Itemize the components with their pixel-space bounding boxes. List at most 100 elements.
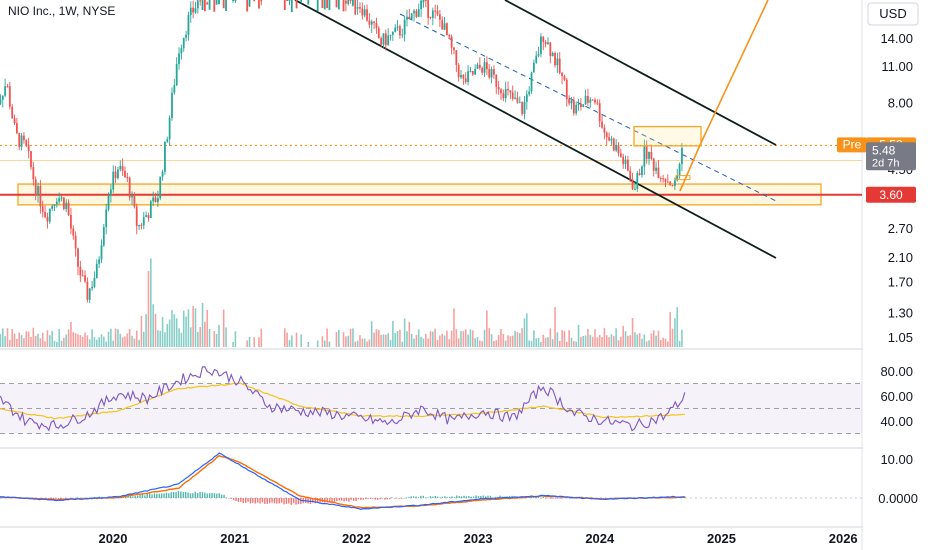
volume-bar — [669, 312, 671, 347]
macd-hist-bar — [420, 495, 422, 498]
macd-hist-bar — [453, 497, 456, 498]
volume-bar — [112, 340, 115, 347]
macd-hist-bar — [472, 496, 475, 498]
macd-hist-bar — [436, 496, 439, 498]
volume-bar — [182, 310, 185, 347]
volume-bar — [403, 318, 406, 347]
candle-body — [161, 171, 164, 177]
candle-body — [579, 103, 582, 108]
volume-bar — [488, 328, 491, 347]
candle-body — [65, 202, 68, 210]
candle-body — [234, 0, 237, 1]
symbol-title: NIO Inc., 1W, NYSE — [8, 4, 115, 18]
candle-body — [403, 19, 406, 35]
volume-bar — [213, 330, 216, 347]
candle-body — [109, 189, 112, 196]
macd-hist-bar — [237, 498, 240, 502]
volume-bar — [424, 333, 427, 347]
macd-hist-bar — [297, 498, 300, 505]
macd-hist-bar — [151, 494, 153, 498]
macd-hist-bar — [211, 492, 213, 498]
macd-hist-bar — [499, 495, 501, 498]
volume-bar — [37, 333, 39, 347]
candle-body — [295, 0, 298, 9]
candle-body — [133, 194, 136, 207]
macd-hist-bar — [259, 498, 261, 504]
candle-body — [664, 178, 667, 182]
volume-bar — [507, 335, 509, 347]
volume-bar — [377, 329, 380, 347]
volume-bar — [370, 321, 373, 347]
macd-hist-bar — [405, 497, 408, 499]
macd-hist-bar — [554, 498, 556, 499]
volume-bar — [617, 340, 620, 347]
volume-bar — [105, 341, 107, 347]
volume-bar — [608, 337, 610, 347]
volume-bar — [634, 332, 636, 347]
macd-hist-bar — [441, 496, 444, 498]
volume-bar — [678, 341, 681, 347]
candle-body — [173, 85, 176, 93]
macd-hist-bar — [206, 493, 208, 498]
volume-bar — [107, 331, 110, 347]
macd-hist-bar — [194, 491, 196, 498]
volume-bar — [173, 314, 176, 347]
macd-hist-bar — [160, 493, 163, 498]
volume-bar — [180, 332, 183, 347]
volume-bar — [474, 338, 476, 347]
candle-body — [380, 37, 383, 45]
volume-bar — [232, 341, 234, 347]
candle-body — [464, 78, 467, 82]
macd-hist-bar — [357, 498, 360, 500]
volume-bar — [349, 328, 352, 347]
macd-hist-bar — [170, 492, 172, 498]
candle-body — [377, 27, 380, 38]
macd-hist-bar — [352, 498, 355, 501]
volume-bar — [467, 334, 469, 347]
volume-bar — [258, 337, 260, 347]
candle-body — [86, 281, 89, 300]
candle-body — [107, 195, 110, 210]
macd-hist-bar — [528, 497, 530, 499]
candle-body — [572, 100, 575, 114]
volume-bar — [316, 340, 319, 347]
volume-bar — [39, 338, 42, 347]
macd-hist-bar — [213, 493, 216, 498]
candle-body — [528, 91, 531, 95]
candle-body — [81, 275, 84, 277]
volume-bar — [439, 335, 441, 347]
macd-hist-bar — [400, 498, 403, 499]
candle-body — [446, 23, 448, 36]
macd-hist-bar — [153, 493, 156, 498]
macd-hist-bar — [163, 493, 165, 498]
candle-body — [253, 0, 256, 2]
volume-bar — [528, 340, 530, 347]
candle-body — [166, 139, 169, 142]
volume-bar — [622, 325, 624, 347]
volume-bar — [573, 341, 575, 347]
macd-hist-bar — [201, 492, 204, 498]
candle-body — [102, 227, 105, 246]
rsi-ma-line — [0, 382, 685, 420]
macd-hist-bar — [511, 495, 513, 498]
candle-body — [500, 89, 502, 94]
macd-hist-bar — [331, 498, 333, 503]
macd-hist-bar — [468, 496, 470, 498]
volume-bar — [67, 329, 70, 347]
candle-body — [650, 151, 653, 159]
volume-bar — [4, 336, 6, 347]
volume-bar — [117, 329, 119, 347]
candle-body — [490, 69, 493, 78]
macd-hist-bar — [175, 492, 177, 498]
candle-body — [666, 181, 669, 183]
volume-bar — [582, 335, 585, 347]
candle-body — [375, 23, 378, 28]
volume-bar — [307, 341, 310, 347]
volume-bar — [645, 341, 648, 347]
volume-bar — [124, 336, 126, 347]
macd-hist-bar — [360, 498, 362, 500]
candle-body — [95, 263, 98, 278]
candle-body — [420, 0, 422, 10]
rsi-band — [0, 383, 862, 434]
